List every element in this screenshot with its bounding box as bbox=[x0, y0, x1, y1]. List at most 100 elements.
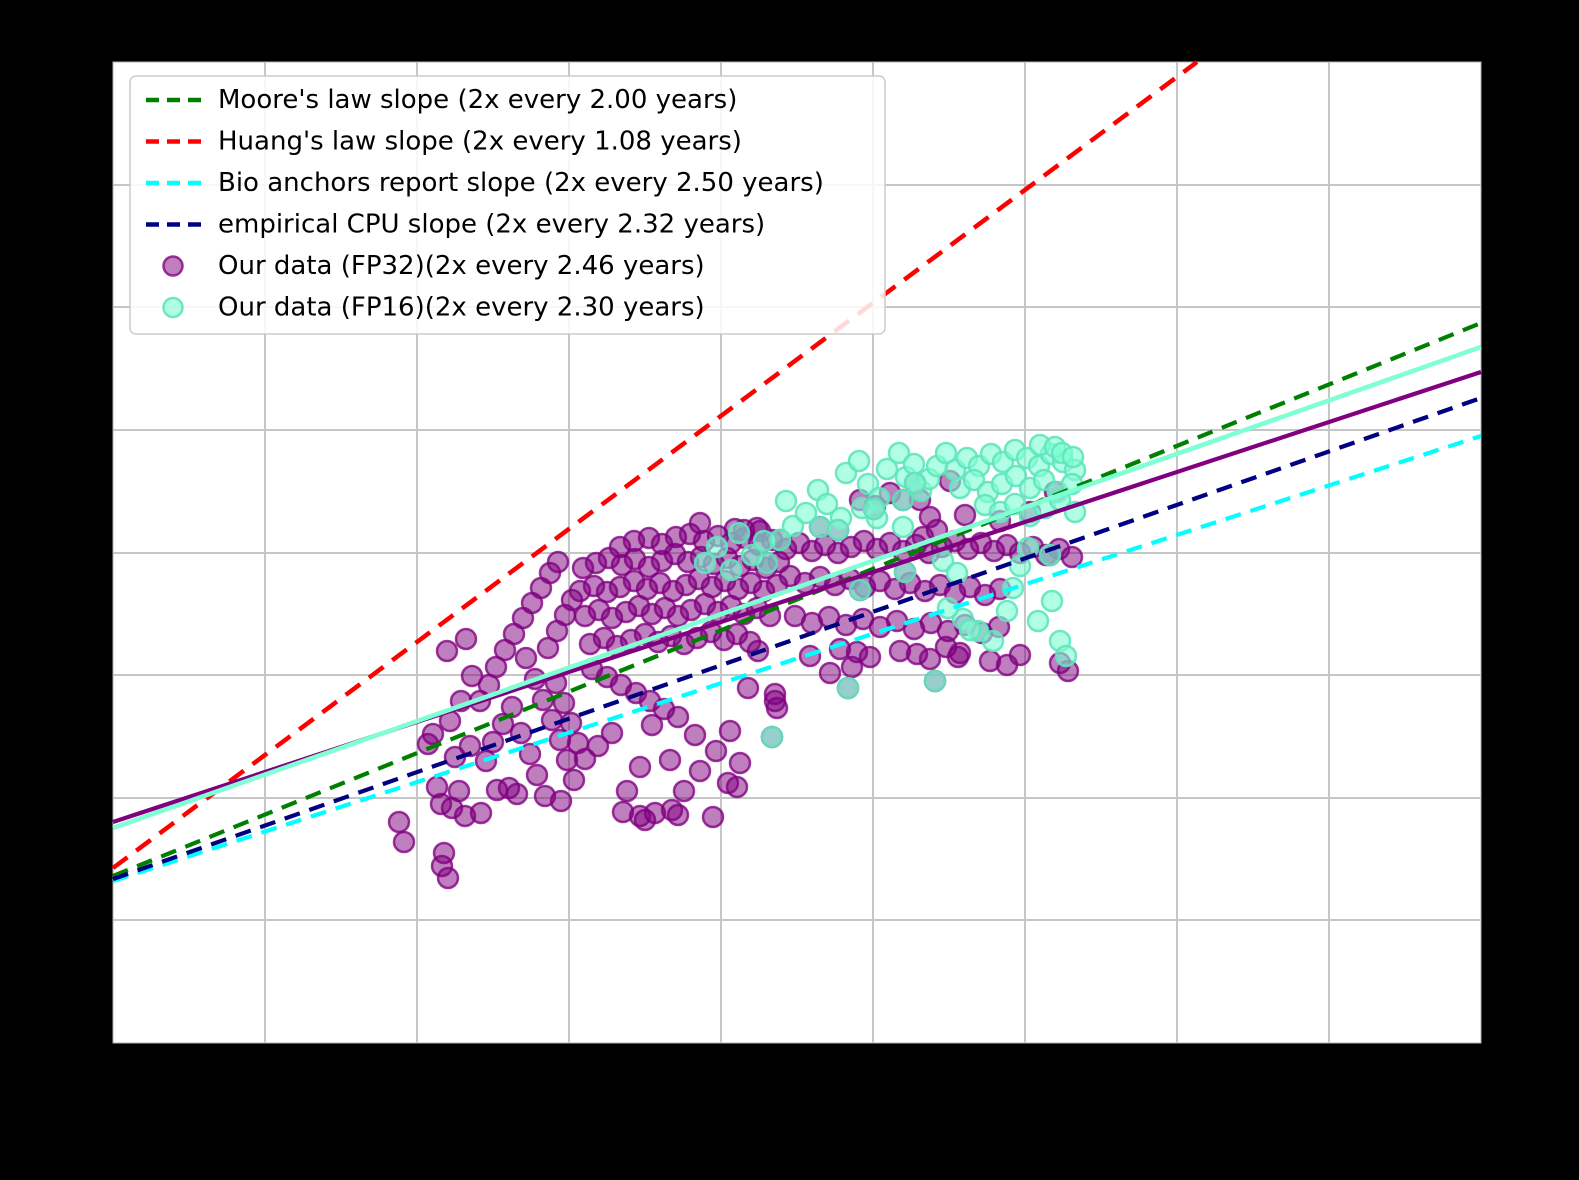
data-point bbox=[794, 501, 818, 525]
data-point bbox=[905, 642, 929, 666]
legend-item-label: empirical CPU slope (2x every 2.32 years… bbox=[218, 210, 765, 240]
data-point bbox=[704, 739, 728, 763]
trend-lines bbox=[111, 60, 1482, 883]
data-point bbox=[718, 719, 742, 743]
legend-item-label: Huang's law slope (2x every 1.08 years) bbox=[218, 127, 742, 157]
data-point bbox=[1032, 468, 1056, 492]
data-point bbox=[688, 759, 712, 783]
data-point bbox=[781, 514, 805, 538]
data-point bbox=[436, 866, 460, 890]
data-point bbox=[552, 691, 576, 715]
data-point bbox=[683, 723, 707, 747]
data-point bbox=[600, 721, 624, 745]
data-point bbox=[946, 645, 970, 669]
data-point bbox=[666, 705, 690, 729]
data-point bbox=[945, 561, 969, 585]
data-point bbox=[658, 748, 682, 772]
bio-anchors-line bbox=[112, 434, 1482, 883]
empirical-cpu-line bbox=[112, 396, 1482, 881]
data-point bbox=[1040, 589, 1064, 613]
data-point bbox=[518, 742, 542, 766]
data-point bbox=[640, 713, 664, 737]
data-point bbox=[875, 457, 899, 481]
moores-law-line bbox=[112, 321, 1482, 878]
data-point bbox=[387, 810, 411, 834]
fp16-fit-line bbox=[112, 344, 1482, 831]
data-point bbox=[836, 676, 860, 700]
data-point bbox=[549, 789, 573, 813]
data-point bbox=[958, 618, 982, 642]
data-point bbox=[435, 639, 459, 663]
data-point bbox=[615, 779, 639, 803]
data-point bbox=[995, 653, 1019, 677]
data-point bbox=[447, 779, 471, 803]
data-point bbox=[887, 441, 911, 465]
data-point bbox=[666, 803, 690, 827]
data-point bbox=[953, 503, 977, 527]
data-point bbox=[546, 550, 570, 574]
data-point bbox=[693, 551, 717, 575]
data-point bbox=[421, 722, 445, 746]
data-point bbox=[719, 558, 743, 582]
data-point bbox=[562, 768, 586, 792]
data-point bbox=[736, 676, 760, 700]
legend-item-label: Our data (FP16)(2x every 2.30 years) bbox=[218, 293, 705, 323]
data-point bbox=[505, 782, 529, 806]
data-point bbox=[460, 664, 484, 688]
legend-item-label: Moore's law slope (2x every 2.00 years) bbox=[218, 85, 737, 115]
data-point bbox=[923, 669, 947, 693]
data-point bbox=[458, 734, 482, 758]
data-point bbox=[728, 751, 752, 775]
data-point bbox=[760, 725, 784, 749]
data-point bbox=[705, 535, 729, 559]
data-point bbox=[491, 712, 515, 736]
data-point bbox=[768, 528, 792, 552]
legend-marker-swatch bbox=[162, 296, 184, 319]
data-point bbox=[392, 830, 416, 854]
data-point bbox=[525, 763, 549, 787]
data-point bbox=[725, 775, 749, 799]
data-point bbox=[934, 441, 958, 465]
data-point bbox=[586, 734, 610, 758]
legend-box bbox=[129, 75, 886, 335]
legend-item-label: Our data (FP32)(2x every 2.46 years) bbox=[218, 251, 705, 281]
data-point bbox=[845, 640, 869, 664]
data-point bbox=[469, 801, 493, 825]
data-point bbox=[514, 646, 538, 670]
data-point bbox=[755, 551, 779, 575]
data-point bbox=[995, 599, 1019, 623]
data-point bbox=[454, 627, 478, 651]
legend-marker-swatch bbox=[162, 255, 184, 277]
data-point bbox=[672, 779, 696, 803]
data-point bbox=[1054, 644, 1078, 668]
data-point bbox=[903, 471, 927, 495]
data-point bbox=[484, 655, 508, 679]
huangs-law-line bbox=[111, 60, 1199, 870]
data-point bbox=[815, 492, 839, 516]
data-point bbox=[808, 515, 832, 539]
data-point bbox=[981, 629, 1005, 653]
legend: Moore's law slope (2x every 2.00 years) H… bbox=[129, 75, 886, 335]
data-point bbox=[1004, 464, 1028, 488]
data-point bbox=[891, 515, 915, 539]
data-point bbox=[688, 511, 712, 535]
data-point bbox=[536, 636, 560, 660]
data-point bbox=[1008, 554, 1032, 578]
data-point bbox=[628, 755, 652, 779]
data-point bbox=[848, 578, 872, 602]
data-point bbox=[573, 747, 597, 771]
legend-item-label: Bio anchors report slope (2x every 2.50 … bbox=[218, 168, 824, 198]
data-point bbox=[633, 808, 657, 832]
data-point bbox=[818, 661, 842, 685]
data-point bbox=[701, 805, 725, 829]
data-point bbox=[774, 489, 798, 513]
data-point bbox=[727, 521, 751, 545]
data-point bbox=[826, 518, 850, 542]
scatter-fp16 bbox=[693, 433, 1087, 749]
data-point bbox=[1026, 609, 1050, 633]
data-point bbox=[1061, 445, 1085, 469]
data-point bbox=[902, 452, 926, 476]
data-point bbox=[891, 488, 915, 512]
